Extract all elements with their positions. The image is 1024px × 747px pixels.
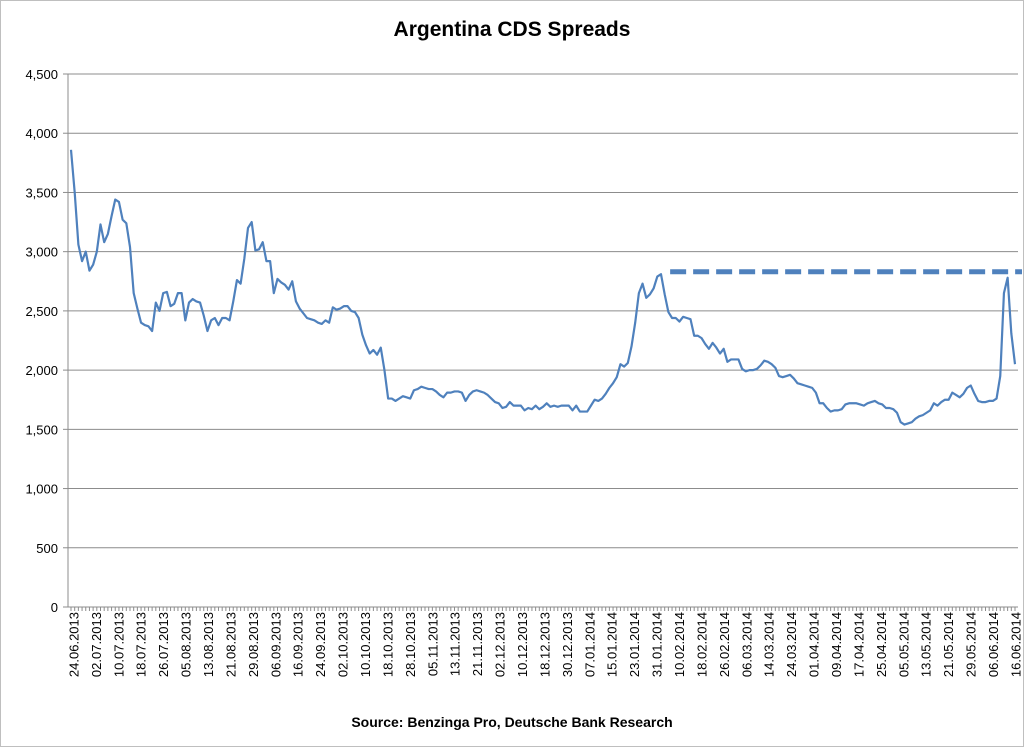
x-tick-label: 25.04.2014 [874,612,889,677]
x-tick-label: 29.05.2014 [964,612,979,677]
x-tick-label: 29.08.2013 [246,612,261,677]
y-axis: 0 500 1,000 1,500 2,000 2,500 3,000 3,500 4,000 4… [25,67,69,615]
x-tick-label: 14.03.2014 [762,612,777,677]
x-axis: 24.06.2013 02.07.2013 10.07.2013 18.07.2013… [66,606,1023,677]
y-tick-label: 2,500 [25,304,58,319]
x-tick-label: 21.05.2014 [941,612,956,677]
x-tick-label: 21.08.2013 [223,612,238,677]
x-tick-label: 06.03.2014 [739,612,754,677]
y-tick-label: 3,500 [25,185,58,200]
x-tick-label: 26.07.2013 [156,612,171,677]
y-tick-label: 3,000 [25,245,58,260]
x-tick-label: 13.05.2014 [919,612,934,677]
x-tick-label: 10.02.2014 [672,612,687,677]
series-group [69,149,1017,426]
x-tick-label: 31.01.2014 [650,612,665,677]
y-tick-label: 1,000 [25,482,58,497]
x-tick-label: 09.04.2014 [829,612,844,677]
x-tick-label: 26.02.2014 [717,612,732,677]
x-tick-label: 16.06.2014 [1008,612,1023,677]
y-tick-label: 4,000 [25,126,58,141]
x-tick-label: 02.07.2013 [89,612,104,677]
x-tick-label: 06.06.2014 [986,612,1001,677]
y-tick-label: 2,000 [25,363,58,378]
x-tick-label: 02.10.2013 [336,612,351,677]
y-tick-label: 0 [51,600,58,615]
x-tick-label: 10.07.2013 [111,612,126,677]
gridlines [68,73,1018,549]
x-tick-label: 18.07.2013 [134,612,149,677]
x-tick-label: 13.08.2013 [201,612,216,677]
x-tick-label: 10.12.2013 [515,612,530,677]
y-tick-label: 4,500 [25,67,58,82]
source-note: Source: Benzinga Pro, Deutsche Bank Rese… [351,714,673,730]
x-tick-label: 10.10.2013 [358,612,373,677]
y-tick-label: 1,500 [25,422,58,437]
x-tick-label: 21.11.2013 [470,612,485,676]
x-tick-label: 17.04.2014 [851,612,866,677]
x-tick-label: 28.10.2013 [403,612,418,677]
x-tick-label: 18.12.2013 [537,612,552,677]
chart-title: Argentina CDS Spreads [393,18,631,41]
x-tick-label: 24.06.2013 [66,612,81,677]
series-line-cds-spread [69,149,1017,426]
x-tick-label: 13.11.2013 [448,612,463,676]
y-tick-label: 500 [36,541,58,556]
x-tick-label: 16.09.2013 [291,612,306,677]
x-tick-label: 18.10.2013 [380,612,395,677]
x-tick-label: 06.09.2013 [268,612,283,677]
x-tick-label: 23.01.2014 [627,612,642,677]
x-tick-label: 07.01.2014 [582,612,597,677]
x-tick-label: 05.11.2013 [425,612,440,676]
x-tick-label: 30.12.2013 [560,612,575,677]
x-tick-label: 05.05.2014 [896,612,911,677]
x-tick-label: 01.04.2014 [807,612,822,677]
x-tick-label: 05.08.2013 [179,612,194,677]
x-tick-label: 24.09.2013 [313,612,328,677]
x-tick-label: 18.02.2014 [694,612,709,677]
x-tick-label: 24.03.2014 [784,612,799,677]
x-tick-label: 15.01.2014 [605,612,620,677]
x-tick-label: 02.12.2013 [493,612,508,677]
